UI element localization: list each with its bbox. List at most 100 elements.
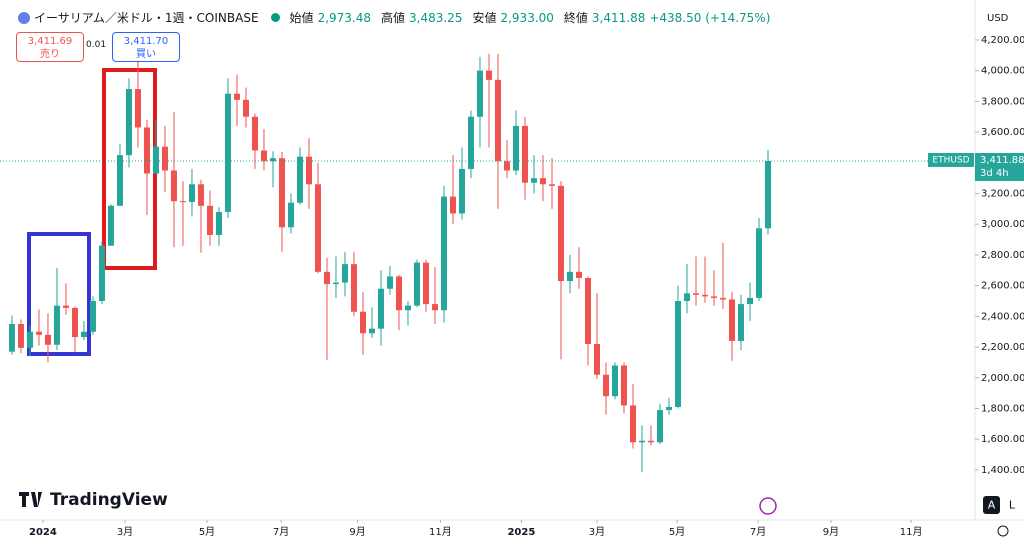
- candle-body: [449, 196, 456, 214]
- change: +438.50 (+14.75%): [649, 10, 771, 25]
- candle-body: [350, 264, 357, 312]
- candle-body: [476, 70, 483, 117]
- candle-body: [764, 160, 771, 229]
- candle-body: [485, 70, 492, 80]
- candle-body: [593, 344, 600, 375]
- candle-body: [701, 294, 708, 297]
- candle-body: [647, 440, 654, 443]
- candle-body: [98, 245, 105, 302]
- close-label: 終値: [563, 11, 588, 25]
- candle-body: [107, 205, 114, 246]
- candle-body: [638, 440, 645, 443]
- y-tick-label: 3,000.00: [981, 219, 1024, 230]
- y-tick-label: 2,000.00: [981, 373, 1024, 384]
- candle-body: [395, 276, 402, 311]
- symbol-tag-label: ETHUSD: [932, 155, 969, 165]
- candle-body: [188, 184, 195, 202]
- candle-body: [17, 324, 24, 348]
- candle-body: [134, 89, 141, 128]
- alert-icon[interactable]: [759, 497, 777, 515]
- candle-body: [584, 277, 591, 345]
- spread: 0.01: [86, 40, 107, 50]
- candle-body: [737, 304, 744, 341]
- candle-body: [314, 184, 321, 272]
- candles: [8, 53, 771, 473]
- status-dot: [270, 13, 280, 22]
- low-value: 2,933.00: [500, 10, 554, 25]
- candle-body: [161, 146, 168, 171]
- log-label[interactable]: L: [1009, 499, 1016, 512]
- y-tick-label: 2,600.00: [981, 281, 1024, 292]
- candle-body: [269, 158, 276, 162]
- candle-body: [548, 184, 555, 186]
- candle-body: [359, 311, 366, 334]
- symbol-tag: [928, 152, 974, 167]
- countdown: 3d 4h: [980, 168, 1009, 179]
- candle-body: [341, 264, 348, 283]
- x-tick-label: 5月: [669, 526, 685, 538]
- y-tick-label: 3,200.00: [981, 189, 1024, 200]
- candle-body: [755, 228, 762, 298]
- x-tick-label: 2024: [29, 527, 57, 538]
- candle-body: [566, 271, 573, 282]
- y-tick-label: 1,400.00: [981, 465, 1024, 476]
- candle-body: [233, 93, 240, 100]
- candle-body: [575, 271, 582, 278]
- price-tag: [975, 152, 1024, 181]
- x-tick-label: 11月: [900, 526, 923, 538]
- candle-body: [125, 89, 132, 156]
- logo[interactable]: TradingView: [19, 490, 168, 510]
- candle-body: [305, 156, 312, 185]
- candle-body: [71, 307, 78, 338]
- candle-body: [530, 178, 537, 183]
- symbol: イーサリアム／米ドル・1週・COINBASE: [34, 11, 259, 25]
- candle-body: [557, 185, 564, 282]
- x-tick-label: 7月: [750, 526, 766, 538]
- x-tick-label: 2025: [507, 527, 535, 538]
- settings-icon[interactable]: [997, 525, 1009, 537]
- candle-body: [458, 168, 465, 214]
- auto-button[interactable]: [983, 496, 1000, 514]
- y-tick-label: 2,400.00: [981, 311, 1024, 322]
- candle-body: [404, 305, 411, 311]
- candle-body: [602, 374, 609, 397]
- candle-body: [746, 297, 753, 305]
- candle-body: [197, 184, 204, 206]
- high-label: 高値: [381, 11, 406, 25]
- candle-body: [368, 328, 375, 334]
- candle-body: [467, 116, 474, 169]
- sell-button[interactable]: 3,411.69 売り: [16, 32, 84, 62]
- low-label: 安値: [472, 11, 497, 25]
- candle-body: [323, 271, 330, 285]
- x-tick-label: 3月: [589, 526, 605, 538]
- candle-body: [278, 158, 285, 228]
- candle-body: [35, 331, 42, 335]
- x-tick-label: 7月: [273, 526, 289, 538]
- y-tick-label: 1,600.00: [981, 434, 1024, 445]
- candle-body: [494, 79, 501, 162]
- buy-label: 買い: [136, 49, 156, 60]
- candle-body: [512, 125, 519, 171]
- candle-body: [728, 299, 735, 341]
- y-tick-label: 3,600.00: [981, 127, 1024, 138]
- candle-body: [656, 410, 663, 443]
- y-tick-label: 4,000.00: [981, 66, 1024, 77]
- buy-button[interactable]: 3,411.70 買い: [112, 32, 180, 62]
- y-tick-label: 2,200.00: [981, 342, 1024, 353]
- candle-body: [89, 301, 96, 332]
- candle-body: [116, 155, 123, 206]
- logo-mark: [19, 492, 42, 507]
- legend: イーサリアム／米ドル・1週・COINBASE 始値 2,973.48 高値 3,48…: [18, 9, 770, 26]
- x-tick-label: 11月: [429, 526, 452, 538]
- candle-body: [629, 405, 636, 443]
- candle-body: [80, 331, 87, 338]
- highlight-box: [27, 232, 91, 356]
- candle-body: [440, 196, 447, 311]
- candle-body: [206, 205, 213, 235]
- candle-body: [332, 282, 339, 285]
- candle-body: [431, 304, 438, 311]
- currency[interactable]: USD: [987, 13, 1009, 24]
- open-value: 2,973.48: [317, 10, 371, 25]
